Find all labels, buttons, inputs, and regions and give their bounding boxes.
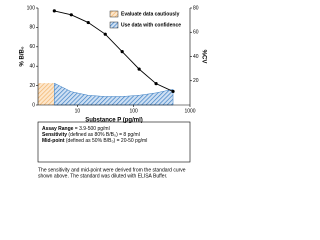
legend-swatch — [109, 10, 119, 18]
y-tick-label: 0 — [32, 102, 35, 108]
point — [137, 67, 141, 71]
y-tick-label: 60 — [29, 44, 35, 50]
legend-label: Evaluate data cautiously — [121, 11, 180, 17]
legend-label: Use data with confidence — [121, 22, 181, 28]
y2-tick-label: 60 — [193, 30, 199, 36]
note-line: Mid-point (defined as 50% B/B₀) = 20-50 … — [42, 138, 147, 144]
notes-box — [37, 121, 191, 163]
point — [86, 20, 90, 25]
note-line: Assay Range = 3.9-500 pg/ml — [42, 126, 110, 132]
caution-area — [38, 83, 55, 105]
point — [103, 32, 107, 36]
y2-axis-label: %CV — [200, 50, 206, 64]
note-value: (defined as 50% B/B₀) = 20-50 pg/ml — [65, 138, 148, 144]
x-tick-label: 1000 — [184, 108, 195, 114]
x-tick-label: 100 — [130, 108, 139, 114]
point — [154, 82, 158, 86]
chart: 0 20 40 60 80 100 20 40 60 80 10 100 1000 Substance P… — [20, 5, 207, 179]
note-value: = 3.9-500 pg/ml — [73, 126, 109, 132]
legend-swatch — [109, 21, 119, 29]
point — [69, 13, 73, 17]
x-tick-label: 10 — [75, 108, 81, 114]
note-line: Sensitivity (defined as 80% B/B₀) = 8 pg… — [42, 132, 140, 138]
y-axis-label: % B/B₀ — [20, 46, 26, 66]
note-key: Sensitivity — [42, 132, 67, 138]
x-axis-label: Substance P (pg/ml) — [85, 118, 143, 124]
point — [52, 9, 56, 13]
y-tick-label: 100 — [27, 5, 36, 11]
y2-tick-label: 40 — [193, 54, 199, 60]
y2-tick-label: 80 — [193, 5, 199, 11]
curve — [54, 10, 174, 92]
footer-line: shown above. The standard was diluted wi… — [38, 173, 167, 179]
y2-tick-label: 20 — [193, 78, 199, 84]
y-tick-label: 40 — [29, 64, 35, 70]
cv-area — [54, 82, 174, 106]
y-tick-label: 20 — [29, 83, 35, 89]
y-tick-label: 80 — [29, 25, 35, 31]
note-key: Assay Range — [42, 126, 74, 132]
note-value: (defined as 80% B/B₀) = 8 pg/ml — [67, 132, 140, 138]
footer-line: The sensitivity and mid-point were deriv… — [38, 167, 186, 173]
point — [171, 89, 175, 94]
note-key: Mid-point — [42, 138, 65, 144]
point — [120, 50, 124, 54]
